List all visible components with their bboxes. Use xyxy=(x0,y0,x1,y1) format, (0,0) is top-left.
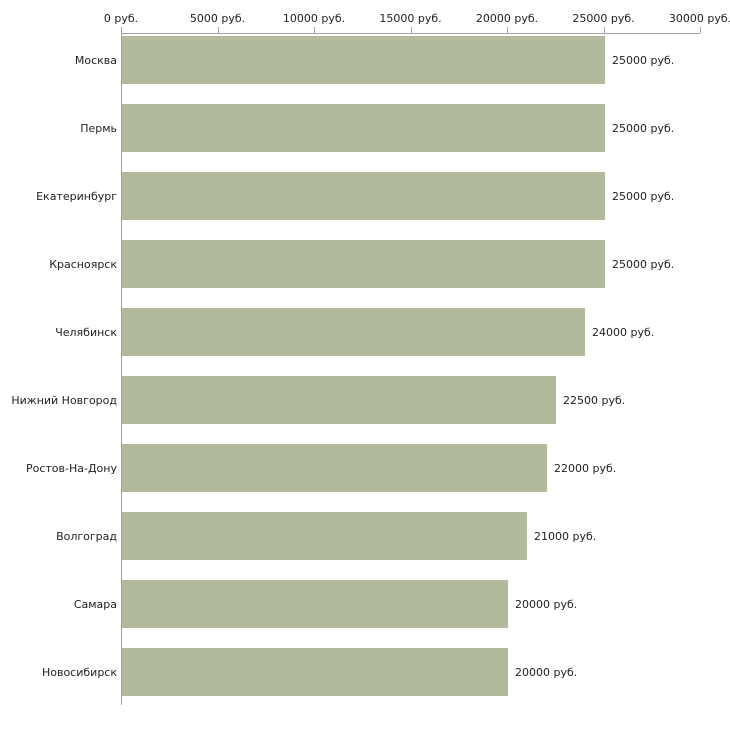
category-label: Екатеринбург xyxy=(36,189,117,203)
category-label: Нижний Новгород xyxy=(11,393,117,407)
x-tick-mark xyxy=(410,27,412,33)
value-label: 25000 руб. xyxy=(612,189,675,203)
bar xyxy=(122,240,605,288)
value-label: 25000 руб. xyxy=(612,121,675,135)
bar-row: Екатеринбург 25000 руб. xyxy=(0,172,730,220)
category-label: Красноярск xyxy=(49,257,117,271)
x-tick-label: 25000 руб. xyxy=(572,12,635,25)
x-tick-label: 30000 руб. xyxy=(668,12,730,25)
category-label: Самара xyxy=(73,597,117,611)
value-label: 22000 руб. xyxy=(554,461,617,475)
x-tick-mark xyxy=(507,27,508,33)
bar-row: Москва 25000 руб. xyxy=(0,36,730,84)
category-label: Пермь xyxy=(80,121,117,135)
bar xyxy=(122,648,508,696)
bar-row: Ростов-На-Дону 22000 руб. xyxy=(0,444,730,492)
bar xyxy=(122,172,605,220)
bar-row: Пермь 25000 руб. xyxy=(0,104,730,152)
value-label: 21000 руб. xyxy=(534,529,597,543)
x-tick-mark xyxy=(314,27,315,33)
bar-row: Волгоград 21000 руб. xyxy=(0,512,730,560)
x-tick-mark xyxy=(217,27,219,33)
category-label: Ростов-На-Дону xyxy=(25,461,117,475)
bar xyxy=(122,376,556,424)
x-axis-line xyxy=(121,33,700,34)
value-label: 20000 руб. xyxy=(515,597,578,611)
category-label: Челябинск xyxy=(55,325,117,339)
bar-row: Самара 20000 руб. xyxy=(0,580,730,628)
bar-row: Нижний Новгород 22500 руб. xyxy=(0,376,730,424)
bar xyxy=(122,104,605,152)
x-tick-label: 20000 руб. xyxy=(475,12,539,25)
x-tick-mark xyxy=(603,27,605,33)
value-label: 25000 руб. xyxy=(612,53,675,67)
bar-row: Новосибирск 20000 руб. xyxy=(0,648,730,696)
x-tick-label: 5000 руб. xyxy=(189,12,246,25)
bar xyxy=(122,308,585,356)
x-tick-label: 0 руб. xyxy=(103,12,139,25)
x-tick-mark xyxy=(121,27,122,33)
category-label: Новосибирск xyxy=(41,665,117,679)
y-axis-line xyxy=(121,33,122,705)
x-tick-label: 15000 руб. xyxy=(379,12,442,25)
value-label: 25000 руб. xyxy=(612,257,675,271)
x-tick-label: 10000 руб. xyxy=(282,12,346,25)
bar xyxy=(122,580,508,628)
category-label: Волгоград xyxy=(56,529,117,543)
bar-row: Челябинск 24000 руб. xyxy=(0,308,730,356)
value-label: 22500 руб. xyxy=(563,393,626,407)
bar xyxy=(122,444,547,492)
bar xyxy=(122,512,527,560)
bar xyxy=(122,36,605,84)
value-label: 20000 руб. xyxy=(515,665,578,679)
x-tick-mark xyxy=(700,27,701,33)
bar-row: Красноярск 25000 руб. xyxy=(0,240,730,288)
value-label: 24000 руб. xyxy=(592,325,655,339)
category-label: Москва xyxy=(74,53,117,67)
